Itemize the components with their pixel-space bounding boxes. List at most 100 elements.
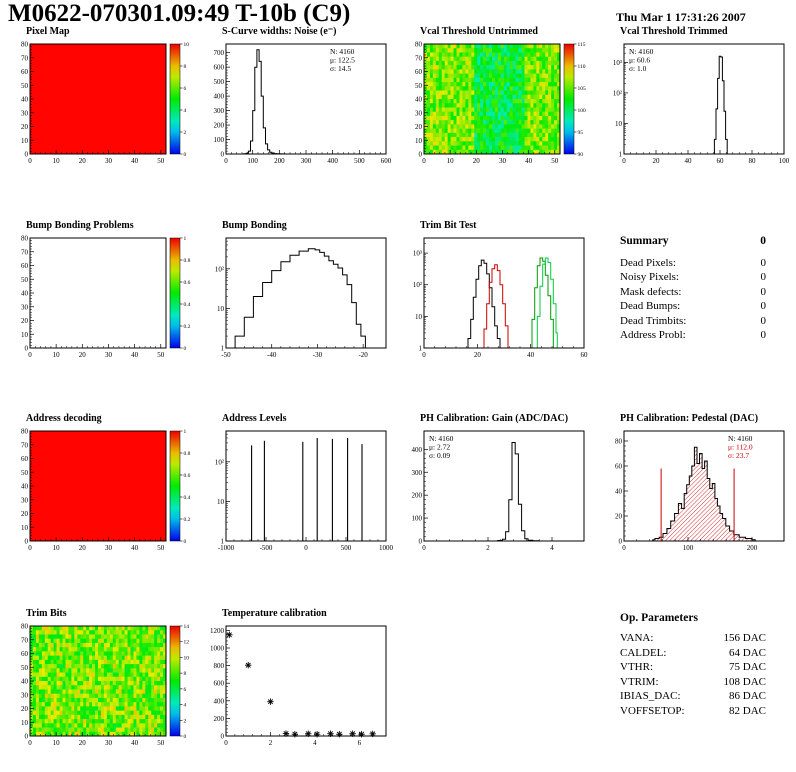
svg-text:0: 0: [28, 544, 32, 552]
svg-text:2: 2: [486, 544, 490, 552]
svg-text:60: 60: [21, 68, 29, 76]
svg-text:-1000: -1000: [218, 544, 235, 552]
svg-text:80: 80: [615, 438, 623, 446]
param-row: CALDEL: 64 DAC: [620, 646, 766, 659]
op-parameters-block: Op. Parameters VANA: 156 DAC CALDEL: 64 DAC…: [620, 612, 766, 718]
svg-text:20: 20: [653, 157, 661, 165]
timestamp: Thu Mar 1 17:31:26 2007: [616, 10, 746, 24]
panel-ph-pedestal: PH Calibration: Pedestal (DAC) 0 100 200 0 2…: [594, 413, 794, 565]
svg-text:σ: 0.09: σ: 0.09: [429, 451, 450, 460]
svg-text:σ: 23.7: σ: 23.7: [728, 451, 749, 460]
svg-text:20: 20: [21, 705, 29, 713]
svg-text:10²: 10²: [215, 265, 224, 273]
svg-text:30: 30: [21, 496, 29, 504]
svg-text:0: 0: [419, 538, 423, 546]
svg-text:200: 200: [274, 157, 285, 165]
param-row: Dead Bumps: 0: [620, 300, 766, 312]
chart-title: Temperature calibration: [222, 608, 327, 619]
svg-text:10: 10: [53, 739, 61, 747]
svg-text:0: 0: [184, 539, 187, 545]
scurve-noise-svg: 0 100 200 300 400 500 600 0 100 200 300 400 500 600 70…: [214, 43, 392, 165]
svg-text:0.4: 0.4: [184, 495, 191, 501]
panel-bump-bonding: Bump Bonding -50 -40 -30 -20 1 10 10²: [196, 220, 396, 372]
svg-text:70: 70: [21, 636, 29, 644]
svg-text:20: 20: [21, 317, 29, 325]
svg-text:300: 300: [214, 107, 225, 115]
summary-rows: Dead Pixels: 0 Noisy Pixels: 0 Mask defects:…: [620, 256, 766, 343]
svg-text:σ: 1.0: σ: 1.0: [629, 64, 647, 73]
svg-text:40: 40: [415, 96, 423, 104]
svg-text:60: 60: [615, 463, 623, 471]
svg-text:100: 100: [214, 136, 225, 144]
summary-total: 0: [760, 235, 766, 247]
svg-text:105: 105: [578, 86, 587, 92]
svg-text:40: 40: [615, 488, 623, 496]
svg-text:30: 30: [21, 109, 29, 117]
param-row: Dead Trimbits: 0: [620, 314, 766, 327]
svg-text:50: 50: [21, 469, 29, 477]
svg-text:40: 40: [21, 290, 29, 298]
svg-text:200: 200: [747, 544, 758, 552]
svg-text:1: 1: [184, 429, 187, 435]
svg-text:40: 40: [131, 351, 139, 359]
param-row: VANA: 156 DAC: [620, 632, 766, 644]
svg-text:0: 0: [184, 734, 187, 740]
svg-text:10: 10: [53, 544, 61, 552]
svg-text:10: 10: [21, 331, 29, 339]
svg-text:μ: 2.72: μ: 2.72: [429, 443, 450, 452]
svg-text:30: 30: [21, 303, 29, 311]
trim-bit-test-chart: 0 20 40 60 1 10 10² 10³: [394, 232, 594, 370]
svg-text:40: 40: [525, 157, 533, 165]
svg-text:0: 0: [224, 739, 228, 747]
svg-text:30: 30: [105, 544, 113, 552]
panel-bump-bonding-problems: Bump Bonding Problems 0 0.2 0.4 0.6 0.8 1 0 10 2…: [0, 220, 200, 372]
svg-text:0: 0: [622, 157, 626, 165]
svg-text:60: 60: [21, 650, 29, 658]
svg-text:N: 4160: N: 4160: [429, 434, 454, 443]
svg-text:-500: -500: [260, 544, 273, 552]
svg-text:0.2: 0.2: [184, 517, 191, 523]
param-row: IBIAS_DAC: 86 DAC: [620, 690, 766, 702]
chart-title: PH Calibration: Pedestal (DAC): [620, 413, 759, 424]
svg-text:0.8: 0.8: [184, 451, 191, 457]
svg-text:50: 50: [21, 276, 29, 284]
svg-text:200: 200: [412, 492, 423, 500]
svg-text:200: 200: [214, 715, 225, 723]
chart-title: S-Curve widths: Noise (e⁻): [222, 26, 337, 37]
svg-text:1: 1: [221, 345, 225, 353]
svg-text:30: 30: [499, 157, 507, 165]
svg-text:80: 80: [21, 623, 29, 631]
svg-text:1200: 1200: [210, 627, 225, 635]
op-parameters-title: Op. Parameters: [620, 612, 698, 624]
svg-text:80: 80: [21, 41, 29, 49]
chart-title: Bump Bonding: [222, 220, 287, 231]
svg-text:50: 50: [157, 157, 165, 165]
chart-title: Vcal Threshold Untrimmed: [420, 26, 538, 37]
svg-text:600: 600: [381, 157, 392, 165]
chart-title: Trim Bit Test: [420, 220, 477, 231]
panel-temperature-calibration: Temperature calibration 0 2 4 6 0 200 400 600 80…: [196, 608, 396, 760]
svg-text:0: 0: [25, 151, 29, 159]
svg-text:12: 12: [184, 640, 190, 646]
svg-text:0.6: 0.6: [184, 473, 191, 479]
svg-text:20: 20: [21, 510, 29, 518]
svg-text:4: 4: [184, 108, 187, 114]
panel-address-decoding: Address decoding 0 0.2 0.4 0.6 0.8 1 0 10 20 30 40…: [0, 413, 200, 565]
svg-text:μ: 112.0: μ: 112.0: [728, 443, 753, 452]
svg-text:2: 2: [184, 130, 187, 136]
svg-text:0: 0: [221, 151, 225, 159]
svg-text:40: 40: [131, 157, 139, 165]
svg-text:N: 4160: N: 4160: [629, 47, 654, 56]
panel-trim-bits: Trim Bits 0 2 4 6 8 10 12 14 0 10 20 30 40 50 0 10 20 30 4…: [0, 608, 200, 760]
svg-text:80: 80: [749, 157, 757, 165]
svg-text:50: 50: [21, 664, 29, 672]
svg-text:20: 20: [473, 157, 481, 165]
svg-text:60: 60: [717, 157, 725, 165]
svg-text:30: 30: [105, 351, 113, 359]
svg-text:1: 1: [419, 345, 423, 353]
address-decoding-chart: 0 0.2 0.4 0.6 0.8 1 0 10 20 30 40 50 0 10 20 30 40 50 60 70…: [0, 425, 200, 563]
vcal-threshold-untrimmed-svg: 90 95 100 105 110 115 0 10 20 30 40 50 0 10 20 30 40 50 60…: [415, 41, 587, 166]
address-decoding-svg: 00.20.40.60.810 10 20 30 40 50010203040506070…: [21, 428, 191, 553]
svg-text:0.8: 0.8: [184, 258, 191, 264]
svg-text:10²: 10²: [413, 281, 422, 289]
